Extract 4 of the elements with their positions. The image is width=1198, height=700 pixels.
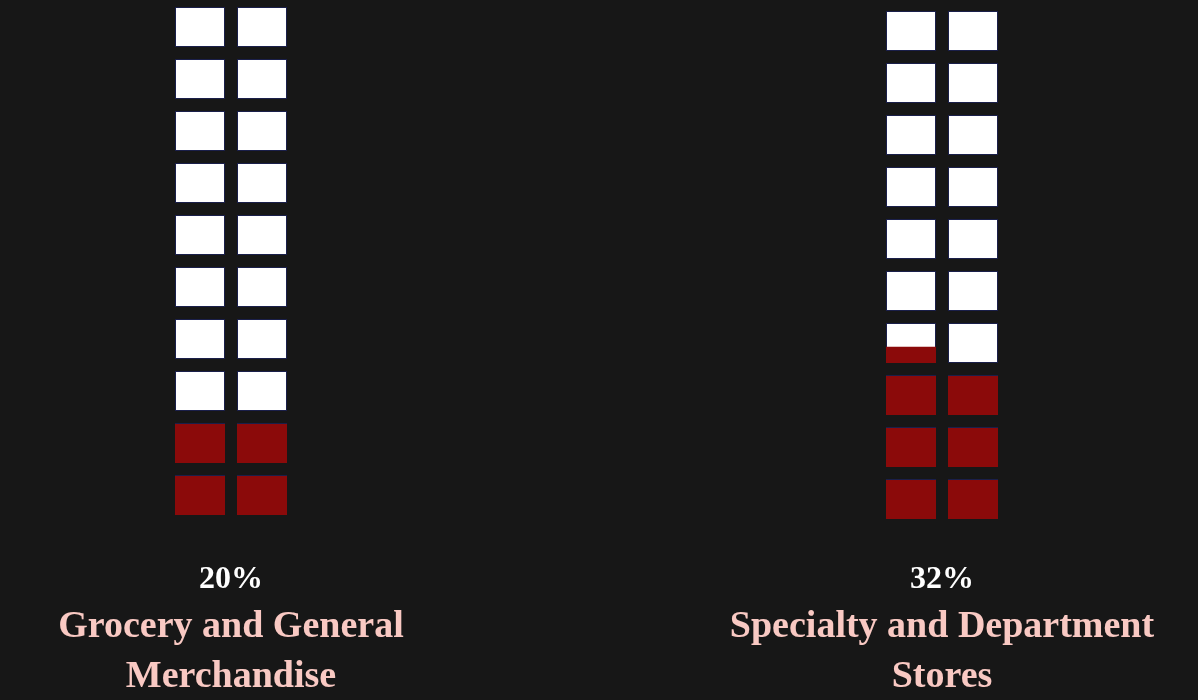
category-label: Specialty and Department Stores <box>728 602 1156 697</box>
category-label: Grocery and General Merchandise <box>57 602 405 697</box>
data-label: 20% <box>198 558 264 597</box>
data-label: 32% <box>909 558 975 597</box>
